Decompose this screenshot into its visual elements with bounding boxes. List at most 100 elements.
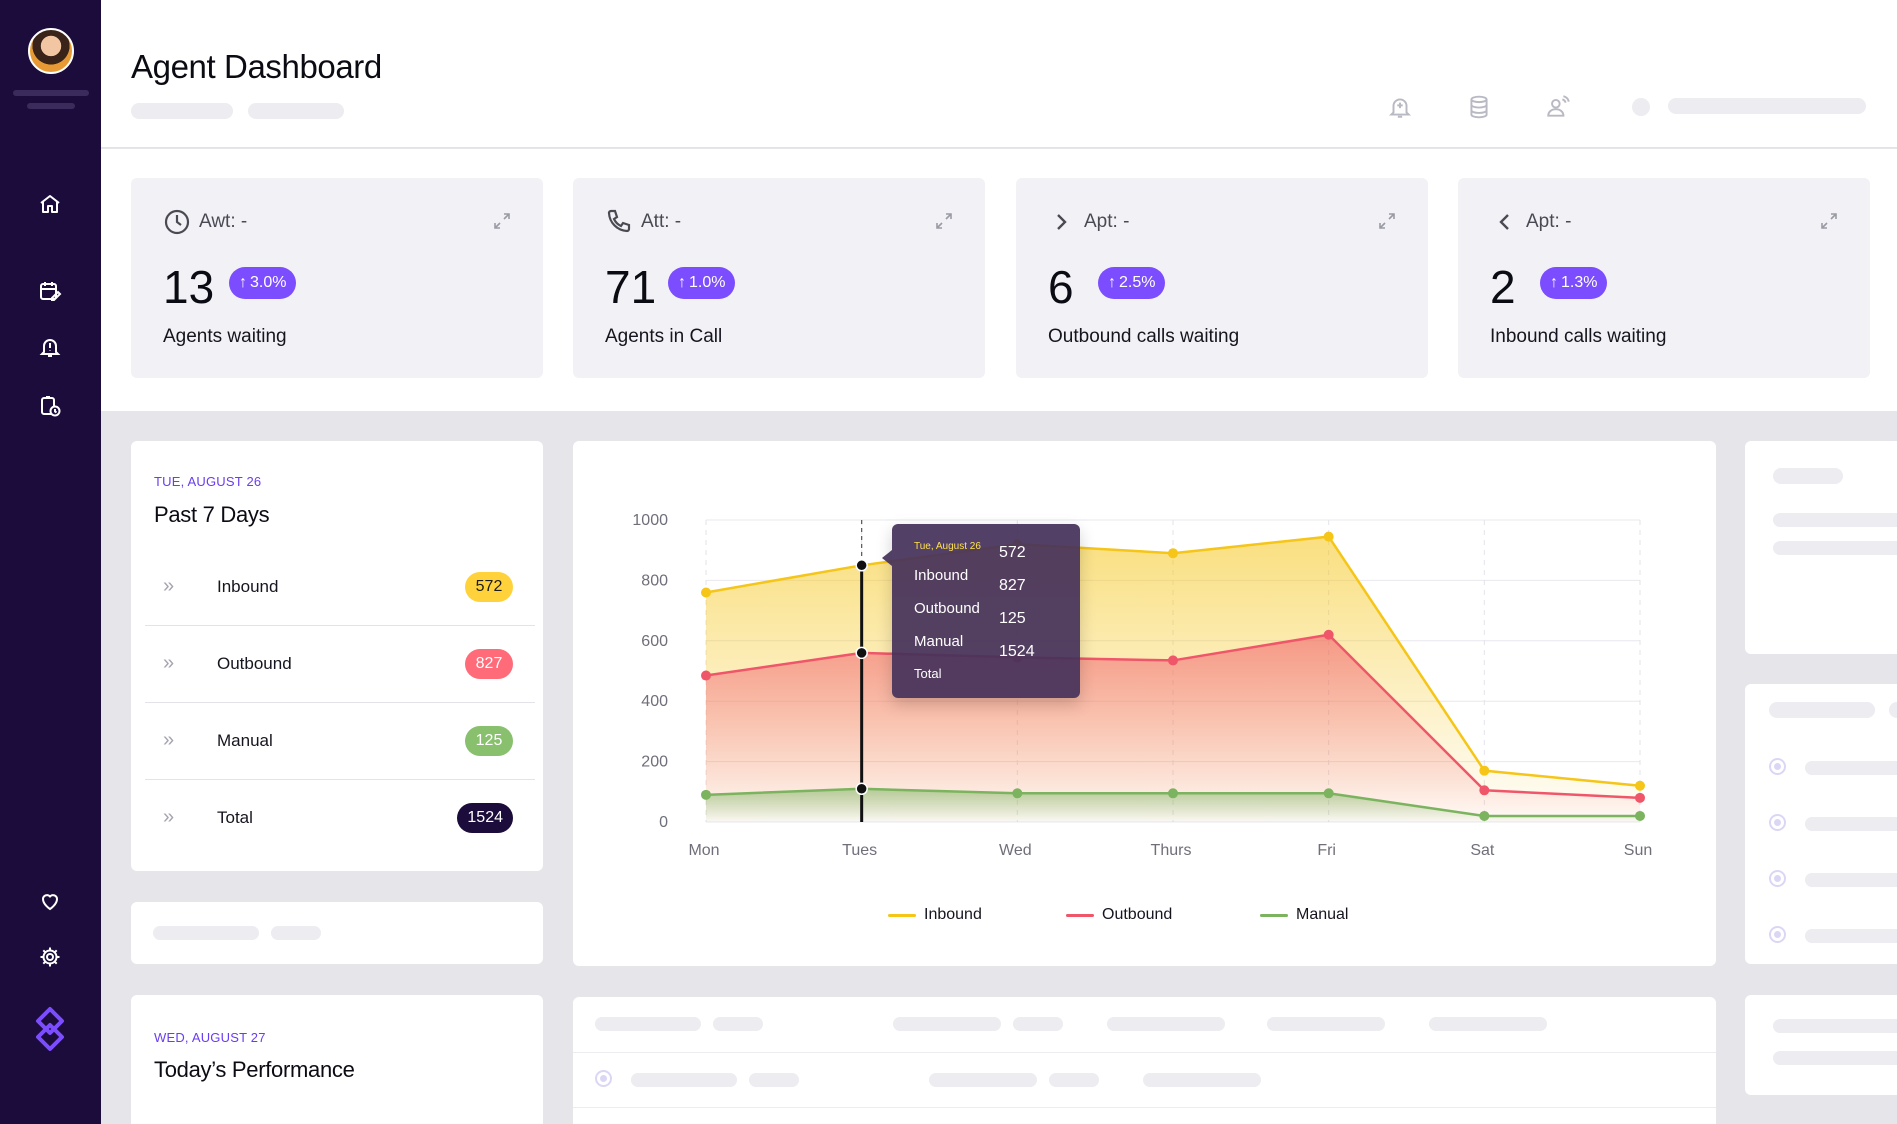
- summary-row-outbound[interactable]: » Outbound 827: [145, 626, 535, 703]
- phone-icon: [607, 209, 631, 233]
- summary-date: TUE, AUGUST 26: [154, 474, 262, 489]
- stat-head: Apt: -: [1048, 208, 1129, 236]
- stat-caption: Agents in Call: [605, 326, 723, 347]
- cell-placeholder: [1049, 1073, 1099, 1087]
- row-label: Total: [217, 808, 253, 827]
- list-radio[interactable]: [1769, 870, 1786, 887]
- performance-date: WED, AUGUST 27: [154, 1030, 266, 1045]
- legend-swatch: [1260, 913, 1288, 917]
- table-card: [573, 997, 1716, 1124]
- stat-label-prefix: Att: -: [641, 211, 682, 232]
- hover-point: [855, 782, 868, 796]
- cell-placeholder: [749, 1073, 799, 1087]
- heart-icon[interactable]: [36, 887, 64, 915]
- stat-card-inbound-waiting[interactable]: Apt: - 2 ↑ 1.3% Inbound calls waiting: [1458, 178, 1870, 378]
- text-placeholder: [1805, 929, 1897, 943]
- trend-value: 1.3%: [1561, 274, 1598, 291]
- data-point-inbound: [701, 587, 711, 598]
- x-tick-label: Sat: [1470, 842, 1495, 859]
- clipboard-clock-icon[interactable]: [36, 392, 64, 420]
- database-icon[interactable]: [1464, 92, 1494, 122]
- summary-row-inbound[interactable]: » Inbound 572: [145, 549, 535, 626]
- home-icon[interactable]: [36, 190, 64, 218]
- trend-value: 3.0%: [250, 274, 287, 291]
- expand-icon[interactable]: [1378, 212, 1396, 230]
- column-header-placeholder: [1267, 1017, 1385, 1031]
- x-tick-label: Fri: [1317, 842, 1336, 859]
- summary-row-total[interactable]: » Total 1524: [145, 780, 535, 857]
- expand-icon[interactable]: [1820, 212, 1838, 230]
- double-chevron-icon: »: [163, 652, 175, 674]
- data-point-outbound: [701, 670, 711, 681]
- side-list-placeholder: [1745, 684, 1897, 964]
- data-point-outbound: [1635, 792, 1645, 803]
- y-tick-label: 0: [659, 814, 668, 831]
- legend-item-manual[interactable]: Manual: [1260, 906, 1348, 924]
- agent-signal-icon[interactable]: [1543, 92, 1573, 122]
- tooltip-value: 125: [999, 610, 1026, 627]
- user-avatar[interactable]: [28, 28, 74, 74]
- list-radio[interactable]: [1769, 926, 1786, 943]
- stat-card-agents-waiting[interactable]: Awt: - 13 ↑ 3.0% Agents waiting: [131, 178, 543, 378]
- double-chevron-icon: »: [163, 575, 175, 597]
- text-placeholder: [1805, 873, 1897, 887]
- trend-badge: ↑ 1.3%: [1540, 267, 1608, 299]
- data-point-inbound: [1479, 765, 1490, 776]
- tooltip-label: Outbound: [914, 600, 980, 617]
- y-tick-label: 1000: [632, 512, 668, 529]
- expand-icon[interactable]: [493, 212, 511, 230]
- list-radio[interactable]: [1769, 814, 1786, 831]
- column-header-placeholder: [595, 1017, 701, 1031]
- sidebar: [0, 0, 101, 1124]
- row-radio[interactable]: [595, 1070, 612, 1087]
- data-point-manual: [1168, 788, 1178, 799]
- row-label: Outbound: [217, 654, 292, 673]
- double-chevron-icon: »: [163, 806, 175, 828]
- text-placeholder: [1773, 541, 1897, 555]
- count-pill: 572: [465, 572, 513, 602]
- role-placeholder: [27, 103, 75, 109]
- stat-value: 71: [605, 261, 657, 313]
- summary-title: Past 7 Days: [154, 502, 270, 527]
- text-placeholder: [1773, 1019, 1897, 1033]
- column-header-placeholder: [1013, 1017, 1063, 1031]
- series-area-manual: [706, 788, 1640, 822]
- data-point-manual: [1635, 810, 1645, 821]
- hover-point: [855, 646, 868, 660]
- notification-bell-icon[interactable]: [1385, 92, 1415, 122]
- stat-label-prefix: Apt: -: [1084, 211, 1130, 232]
- arrow-up-icon: ↑: [1550, 274, 1558, 291]
- legend-item-inbound[interactable]: Inbound: [888, 906, 982, 924]
- legend-item-outbound[interactable]: Outbound: [1066, 906, 1172, 924]
- trend-value: 2.5%: [1119, 274, 1156, 291]
- settings-gear-icon[interactable]: [36, 943, 64, 971]
- stat-card-outbound-waiting[interactable]: Apt: - 6 ↑ 2.5% Outbound calls waiting: [1016, 178, 1428, 378]
- trend-value: 1.0%: [689, 274, 726, 291]
- stat-caption: Inbound calls waiting: [1490, 326, 1667, 347]
- summary-row-manual[interactable]: » Manual 125: [145, 703, 535, 780]
- top-header: [101, 0, 1897, 148]
- clock-icon: [164, 209, 190, 235]
- column-header-placeholder: [1107, 1017, 1225, 1031]
- data-point-outbound: [1323, 629, 1334, 640]
- cell-placeholder: [1143, 1073, 1261, 1087]
- tooltip-date: Tue, August 26: [914, 541, 981, 552]
- legend-label: Outbound: [1102, 906, 1173, 923]
- tooltip-label: Inbound: [914, 567, 969, 584]
- stat-head: Awt: -: [163, 208, 247, 236]
- stat-card-agents-in-call[interactable]: Att: - 71 ↑ 1.0% Agents in Call: [573, 178, 985, 378]
- side-card-placeholder: [1745, 441, 1897, 654]
- user-info-placeholder: [1668, 98, 1866, 114]
- tooltip-value: 1524: [999, 643, 1035, 660]
- username-placeholder: [13, 90, 89, 96]
- performance-card: WED, AUGUST 27 Today’s Performance: [131, 995, 543, 1124]
- stat-caption: Outbound calls waiting: [1048, 326, 1240, 347]
- brand-logo-icon[interactable]: [26, 1005, 74, 1053]
- list-radio[interactable]: [1769, 758, 1786, 775]
- bell-alert-icon[interactable]: [36, 333, 64, 361]
- expand-icon[interactable]: [935, 212, 953, 230]
- text-placeholder: [1773, 468, 1843, 484]
- stat-value: 6: [1048, 261, 1074, 313]
- calendar-edit-icon[interactable]: [36, 277, 64, 305]
- stat-value: 2: [1490, 261, 1516, 313]
